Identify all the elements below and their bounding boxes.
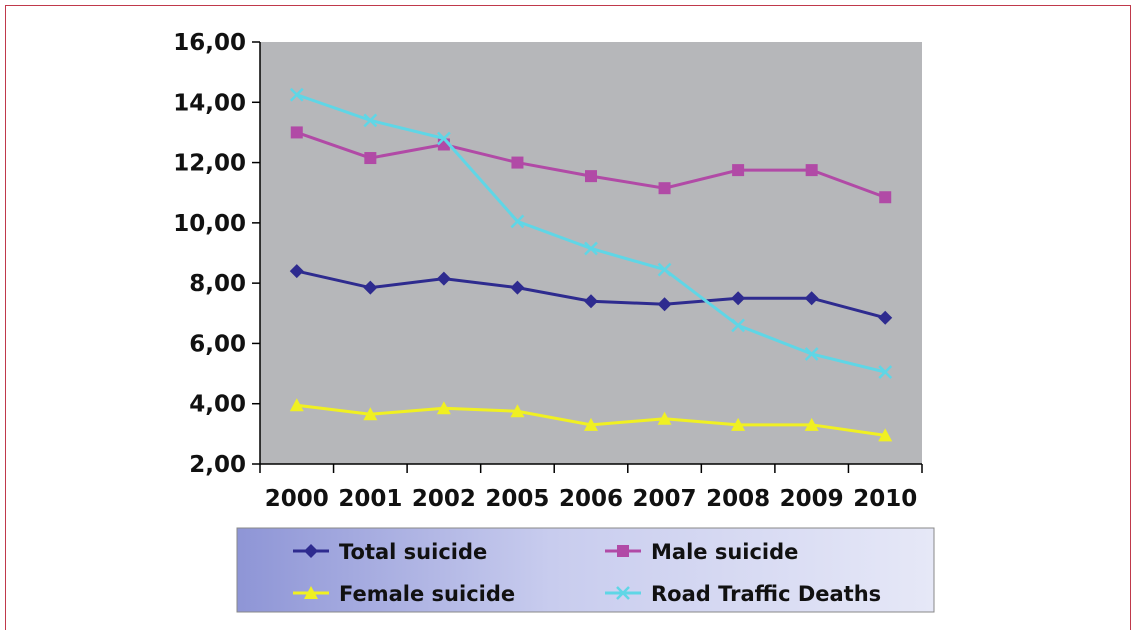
data-point <box>363 113 378 128</box>
legend-marker <box>304 586 318 599</box>
x-tick-label: 2006 <box>559 486 623 512</box>
data-point <box>878 365 893 379</box>
x-tick-label: 2000 <box>265 486 329 512</box>
data-point <box>436 271 451 286</box>
data-point <box>657 411 672 425</box>
legend-entry: Road Traffic Deaths <box>605 582 881 606</box>
data-point <box>878 310 893 325</box>
data-point <box>804 347 819 361</box>
legend-entry: Total suicide <box>293 540 487 564</box>
data-point <box>363 407 378 421</box>
data-point <box>804 291 819 306</box>
series-female-suicide <box>289 398 893 442</box>
data-point <box>804 417 819 431</box>
data-point <box>585 170 597 183</box>
y-tick-label: 6,00 <box>189 331 246 357</box>
data-point <box>510 280 525 295</box>
data-point <box>289 87 304 102</box>
x-tick-label: 2002 <box>412 486 476 512</box>
data-point <box>657 262 672 277</box>
data-point <box>731 417 746 431</box>
data-point <box>511 156 524 169</box>
data-point <box>584 241 598 256</box>
y-tick-label: 14,00 <box>173 90 246 116</box>
legend-entry: Male suicide <box>605 540 798 564</box>
data-point <box>731 318 745 333</box>
plot-area <box>260 42 922 464</box>
legend-label: Total suicide <box>339 540 487 564</box>
legend-box <box>236 527 935 613</box>
y-tick-label: 16,00 <box>173 30 246 56</box>
legend-label: Road Traffic Deaths <box>651 582 881 606</box>
x-tick-label: 2007 <box>633 486 697 512</box>
legend-label: Female suicide <box>339 582 515 606</box>
data-point <box>879 191 892 204</box>
series-total-suicide <box>289 264 893 325</box>
legend-marker <box>617 545 629 557</box>
data-point <box>584 417 598 431</box>
x-tick-label: 2009 <box>780 486 844 512</box>
x-tick-label: 2005 <box>485 486 549 512</box>
data-point <box>510 404 525 418</box>
data-point <box>731 291 746 306</box>
data-point <box>732 164 745 177</box>
y-tick-label: 4,00 <box>189 392 246 418</box>
legend-entry: Female suicide <box>293 582 515 606</box>
data-point <box>584 294 598 309</box>
data-point <box>364 152 377 165</box>
series-road-traffic-deaths <box>289 87 893 379</box>
data-point <box>289 398 304 412</box>
data-point <box>363 280 378 295</box>
legend-label: Male suicide <box>651 540 798 564</box>
data-point <box>510 214 525 229</box>
x-tick-label: 2008 <box>706 486 770 512</box>
y-tick-label: 10,00 <box>173 211 246 237</box>
data-point <box>290 126 303 139</box>
data-point <box>657 297 672 312</box>
data-point <box>805 164 818 177</box>
data-point <box>878 428 893 442</box>
legend-marker <box>616 586 630 600</box>
data-point <box>436 401 451 415</box>
y-tick-label: 2,00 <box>189 452 246 478</box>
x-tick-label: 2010 <box>853 486 917 512</box>
figure-frame <box>5 5 1131 630</box>
data-point <box>437 131 451 146</box>
series-male-suicide <box>290 126 892 204</box>
y-tick-label: 12,00 <box>173 151 246 177</box>
data-point <box>289 264 304 279</box>
x-tick-label: 2001 <box>338 486 402 512</box>
y-tick-label: 8,00 <box>189 271 246 297</box>
legend-marker <box>304 544 318 558</box>
data-point <box>658 182 671 195</box>
